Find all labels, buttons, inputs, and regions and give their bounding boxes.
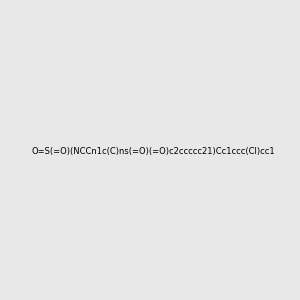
Text: O=S(=O)(NCCn1c(C)ns(=O)(=O)c2ccccc21)Cc1ccc(Cl)cc1: O=S(=O)(NCCn1c(C)ns(=O)(=O)c2ccccc21)Cc1…	[32, 147, 276, 156]
